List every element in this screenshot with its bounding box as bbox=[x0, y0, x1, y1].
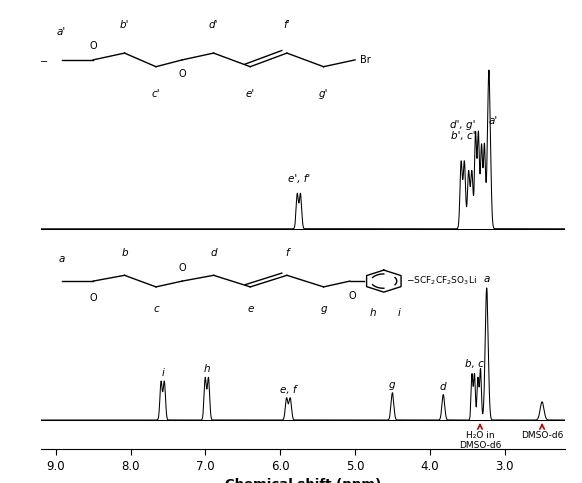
Text: e': e' bbox=[246, 89, 255, 99]
Text: $-$SCF$_2$CF$_2$SO$_3$Li: $-$SCF$_2$CF$_2$SO$_3$Li bbox=[406, 275, 477, 287]
Text: b: b bbox=[121, 248, 128, 258]
Text: i: i bbox=[398, 308, 401, 318]
Text: a': a' bbox=[489, 115, 498, 126]
Text: d': d' bbox=[209, 20, 218, 30]
Text: $-$: $-$ bbox=[40, 55, 49, 65]
Text: O: O bbox=[349, 291, 356, 301]
Text: g: g bbox=[320, 304, 327, 314]
Text: f: f bbox=[285, 248, 289, 258]
Text: O: O bbox=[178, 263, 186, 273]
Text: b': b' bbox=[120, 20, 129, 30]
Text: d: d bbox=[210, 248, 217, 258]
Text: f': f' bbox=[283, 20, 290, 30]
Text: O: O bbox=[89, 41, 97, 51]
Text: d: d bbox=[440, 382, 446, 392]
Text: h: h bbox=[204, 365, 210, 374]
Text: d', g': d', g' bbox=[450, 120, 475, 130]
Text: h: h bbox=[370, 308, 377, 318]
Text: O: O bbox=[178, 69, 186, 79]
Text: O: O bbox=[89, 293, 97, 303]
Text: e, f: e, f bbox=[280, 384, 297, 395]
Text: a': a' bbox=[57, 27, 66, 37]
Text: b', c': b', c' bbox=[451, 131, 476, 142]
Text: c: c bbox=[153, 304, 159, 314]
Text: H₂O in
DMSO-d6: H₂O in DMSO-d6 bbox=[459, 431, 501, 450]
Text: e: e bbox=[247, 304, 253, 314]
X-axis label: Chemical shift (ppm): Chemical shift (ppm) bbox=[225, 478, 381, 483]
Text: a: a bbox=[484, 274, 490, 284]
Text: c': c' bbox=[152, 89, 160, 99]
Text: DMSO-d6: DMSO-d6 bbox=[521, 431, 563, 440]
Text: e', f': e', f' bbox=[288, 174, 310, 185]
Text: Br: Br bbox=[360, 55, 371, 65]
Text: g': g' bbox=[319, 89, 328, 99]
Text: a: a bbox=[59, 254, 65, 264]
Text: b, c: b, c bbox=[465, 359, 484, 369]
Text: i: i bbox=[161, 368, 164, 378]
Text: g: g bbox=[389, 380, 396, 390]
